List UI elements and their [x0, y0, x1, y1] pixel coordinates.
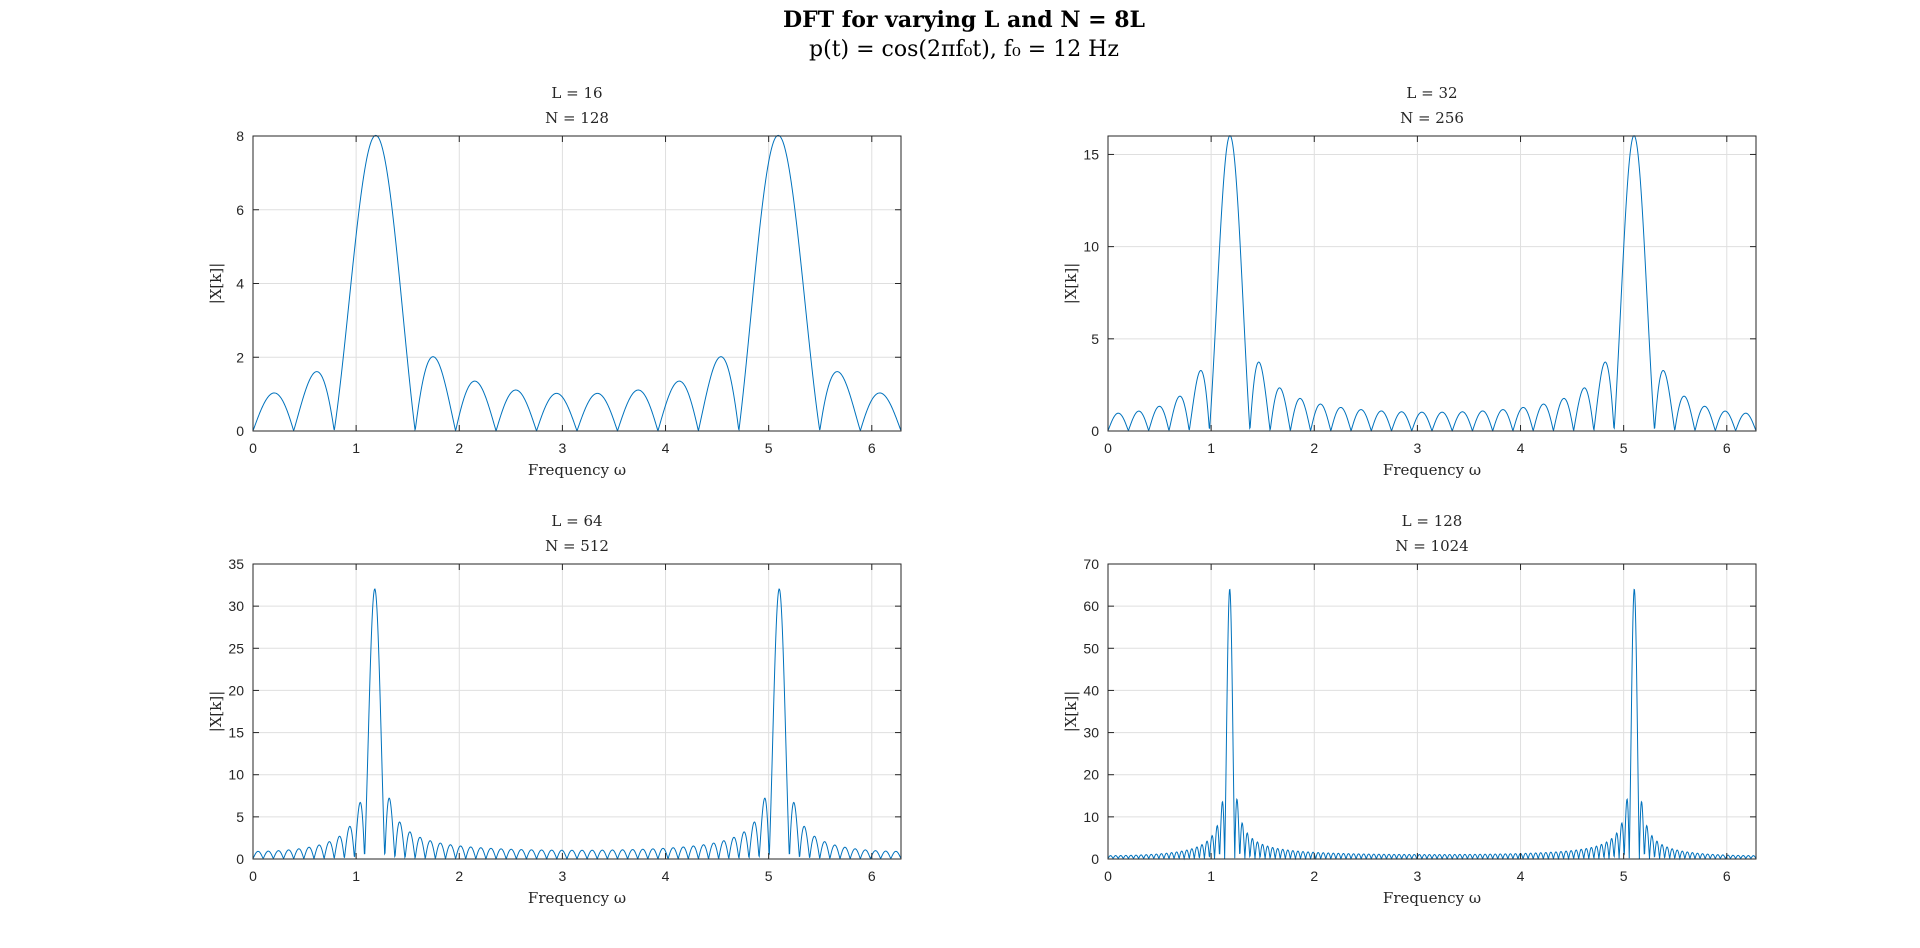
series-line [252, 588, 902, 860]
y-tick-label: 70 [1083, 556, 1099, 572]
y-tick-label: 50 [1083, 640, 1099, 656]
x-tick-label: 1 [352, 868, 360, 884]
x-tick-label: 4 [1517, 868, 1525, 884]
axes-box [1107, 563, 1757, 860]
y-tick-label: 0 [1091, 851, 1099, 867]
x-tick-label: 6 [1723, 868, 1731, 884]
y-axis-label: |X[k]| [1062, 263, 1080, 305]
y-tick-label: 2 [236, 349, 244, 365]
x-tick-label: 0 [249, 440, 257, 456]
y-tick-label: 40 [1083, 682, 1099, 698]
x-tick-label: 4 [662, 868, 670, 884]
x-tick-label: 5 [1620, 868, 1628, 884]
x-tick-label: 3 [1413, 440, 1421, 456]
y-tick-label: 30 [1083, 725, 1099, 741]
subplot-3: 0 1 2 3 4 5 6 0 5 10 15 20 25 30 35 L = 64 N = 512 Freque… [207, 512, 902, 907]
y-tick-label: 30 [228, 598, 244, 614]
x-axis-label: Frequency ω [528, 889, 626, 907]
x-tick-label: 3 [558, 440, 566, 456]
y-tick-label: 25 [228, 640, 244, 656]
y-axis-label: |X[k]| [1062, 691, 1080, 733]
y-tick-label: 0 [236, 851, 244, 867]
y-tick-label: 35 [228, 556, 244, 572]
axes-box [1107, 135, 1757, 432]
y-tick-label: 8 [236, 128, 244, 144]
y-tick-label: 5 [236, 809, 244, 825]
y-tick-label: 60 [1083, 598, 1099, 614]
x-tick-label: 5 [1620, 440, 1628, 456]
x-tick-label: 6 [868, 868, 876, 884]
figure-subtitle: p(t) = cos(2πf₀t), f₀ = 12 Hz [809, 37, 1119, 62]
x-tick-label: 4 [662, 440, 670, 456]
x-tick-label: 2 [1310, 440, 1318, 456]
figure-title: DFT for varying L and N = 8L [783, 7, 1145, 33]
x-tick-label: 0 [1104, 440, 1112, 456]
x-tick-label: 3 [558, 868, 566, 884]
x-tick-label: 1 [1207, 440, 1215, 456]
y-tick-label: 10 [1083, 239, 1099, 255]
x-tick-label: 4 [1517, 440, 1525, 456]
series-line [1107, 588, 1757, 861]
axes-box [252, 563, 902, 860]
x-tick-label: 6 [868, 440, 876, 456]
y-tick-label: 15 [228, 725, 244, 741]
subplot-title-line: N = 256 [1400, 109, 1464, 127]
x-tick-label: 0 [1104, 868, 1112, 884]
y-axis-label: |X[k]| [207, 691, 225, 733]
subplot-title-line: N = 128 [545, 109, 609, 127]
y-tick-label: 20 [1083, 767, 1099, 783]
x-tick-label: 5 [765, 440, 773, 456]
x-tick-label: 1 [352, 440, 360, 456]
subplot-1: 0 1 2 3 4 5 6 0 2 4 6 8 L = 16 N = 128 Frequency ω |X[k… [207, 84, 902, 479]
y-tick-label: 0 [236, 423, 244, 439]
y-tick-label: 6 [236, 202, 244, 218]
x-tick-label: 6 [1723, 440, 1731, 456]
y-tick-label: 10 [228, 767, 244, 783]
y-tick-label: 10 [1083, 809, 1099, 825]
y-tick-label: 5 [1091, 331, 1099, 347]
x-tick-label: 2 [455, 868, 463, 884]
x-tick-label: 3 [1413, 868, 1421, 884]
x-tick-label: 2 [1310, 868, 1318, 884]
subplot-2: 0 1 2 3 4 5 6 0 5 10 15 L = 32 N = 256 Frequency ω |X[… [1062, 84, 1757, 479]
y-tick-label: 4 [236, 276, 244, 292]
y-tick-label: 20 [228, 682, 244, 698]
subplot-title-line: L = 16 [551, 84, 602, 102]
y-axis-label: |X[k]| [207, 263, 225, 305]
series-line [1107, 135, 1757, 432]
x-tick-label: 0 [249, 868, 257, 884]
x-axis-label: Frequency ω [1383, 889, 1481, 907]
subplot-title-line: N = 512 [545, 537, 609, 555]
x-tick-label: 5 [765, 868, 773, 884]
y-tick-label: 0 [1091, 423, 1099, 439]
subplot-title-line: L = 128 [1402, 512, 1463, 530]
y-tick-label: 15 [1083, 146, 1099, 162]
x-axis-label: Frequency ω [1383, 461, 1481, 479]
subplot-title-line: L = 64 [551, 512, 602, 530]
x-tick-label: 2 [455, 440, 463, 456]
x-tick-label: 1 [1207, 868, 1215, 884]
subplot-title-line: N = 1024 [1395, 537, 1468, 555]
subplot-title-line: L = 32 [1406, 84, 1457, 102]
x-axis-label: Frequency ω [528, 461, 626, 479]
